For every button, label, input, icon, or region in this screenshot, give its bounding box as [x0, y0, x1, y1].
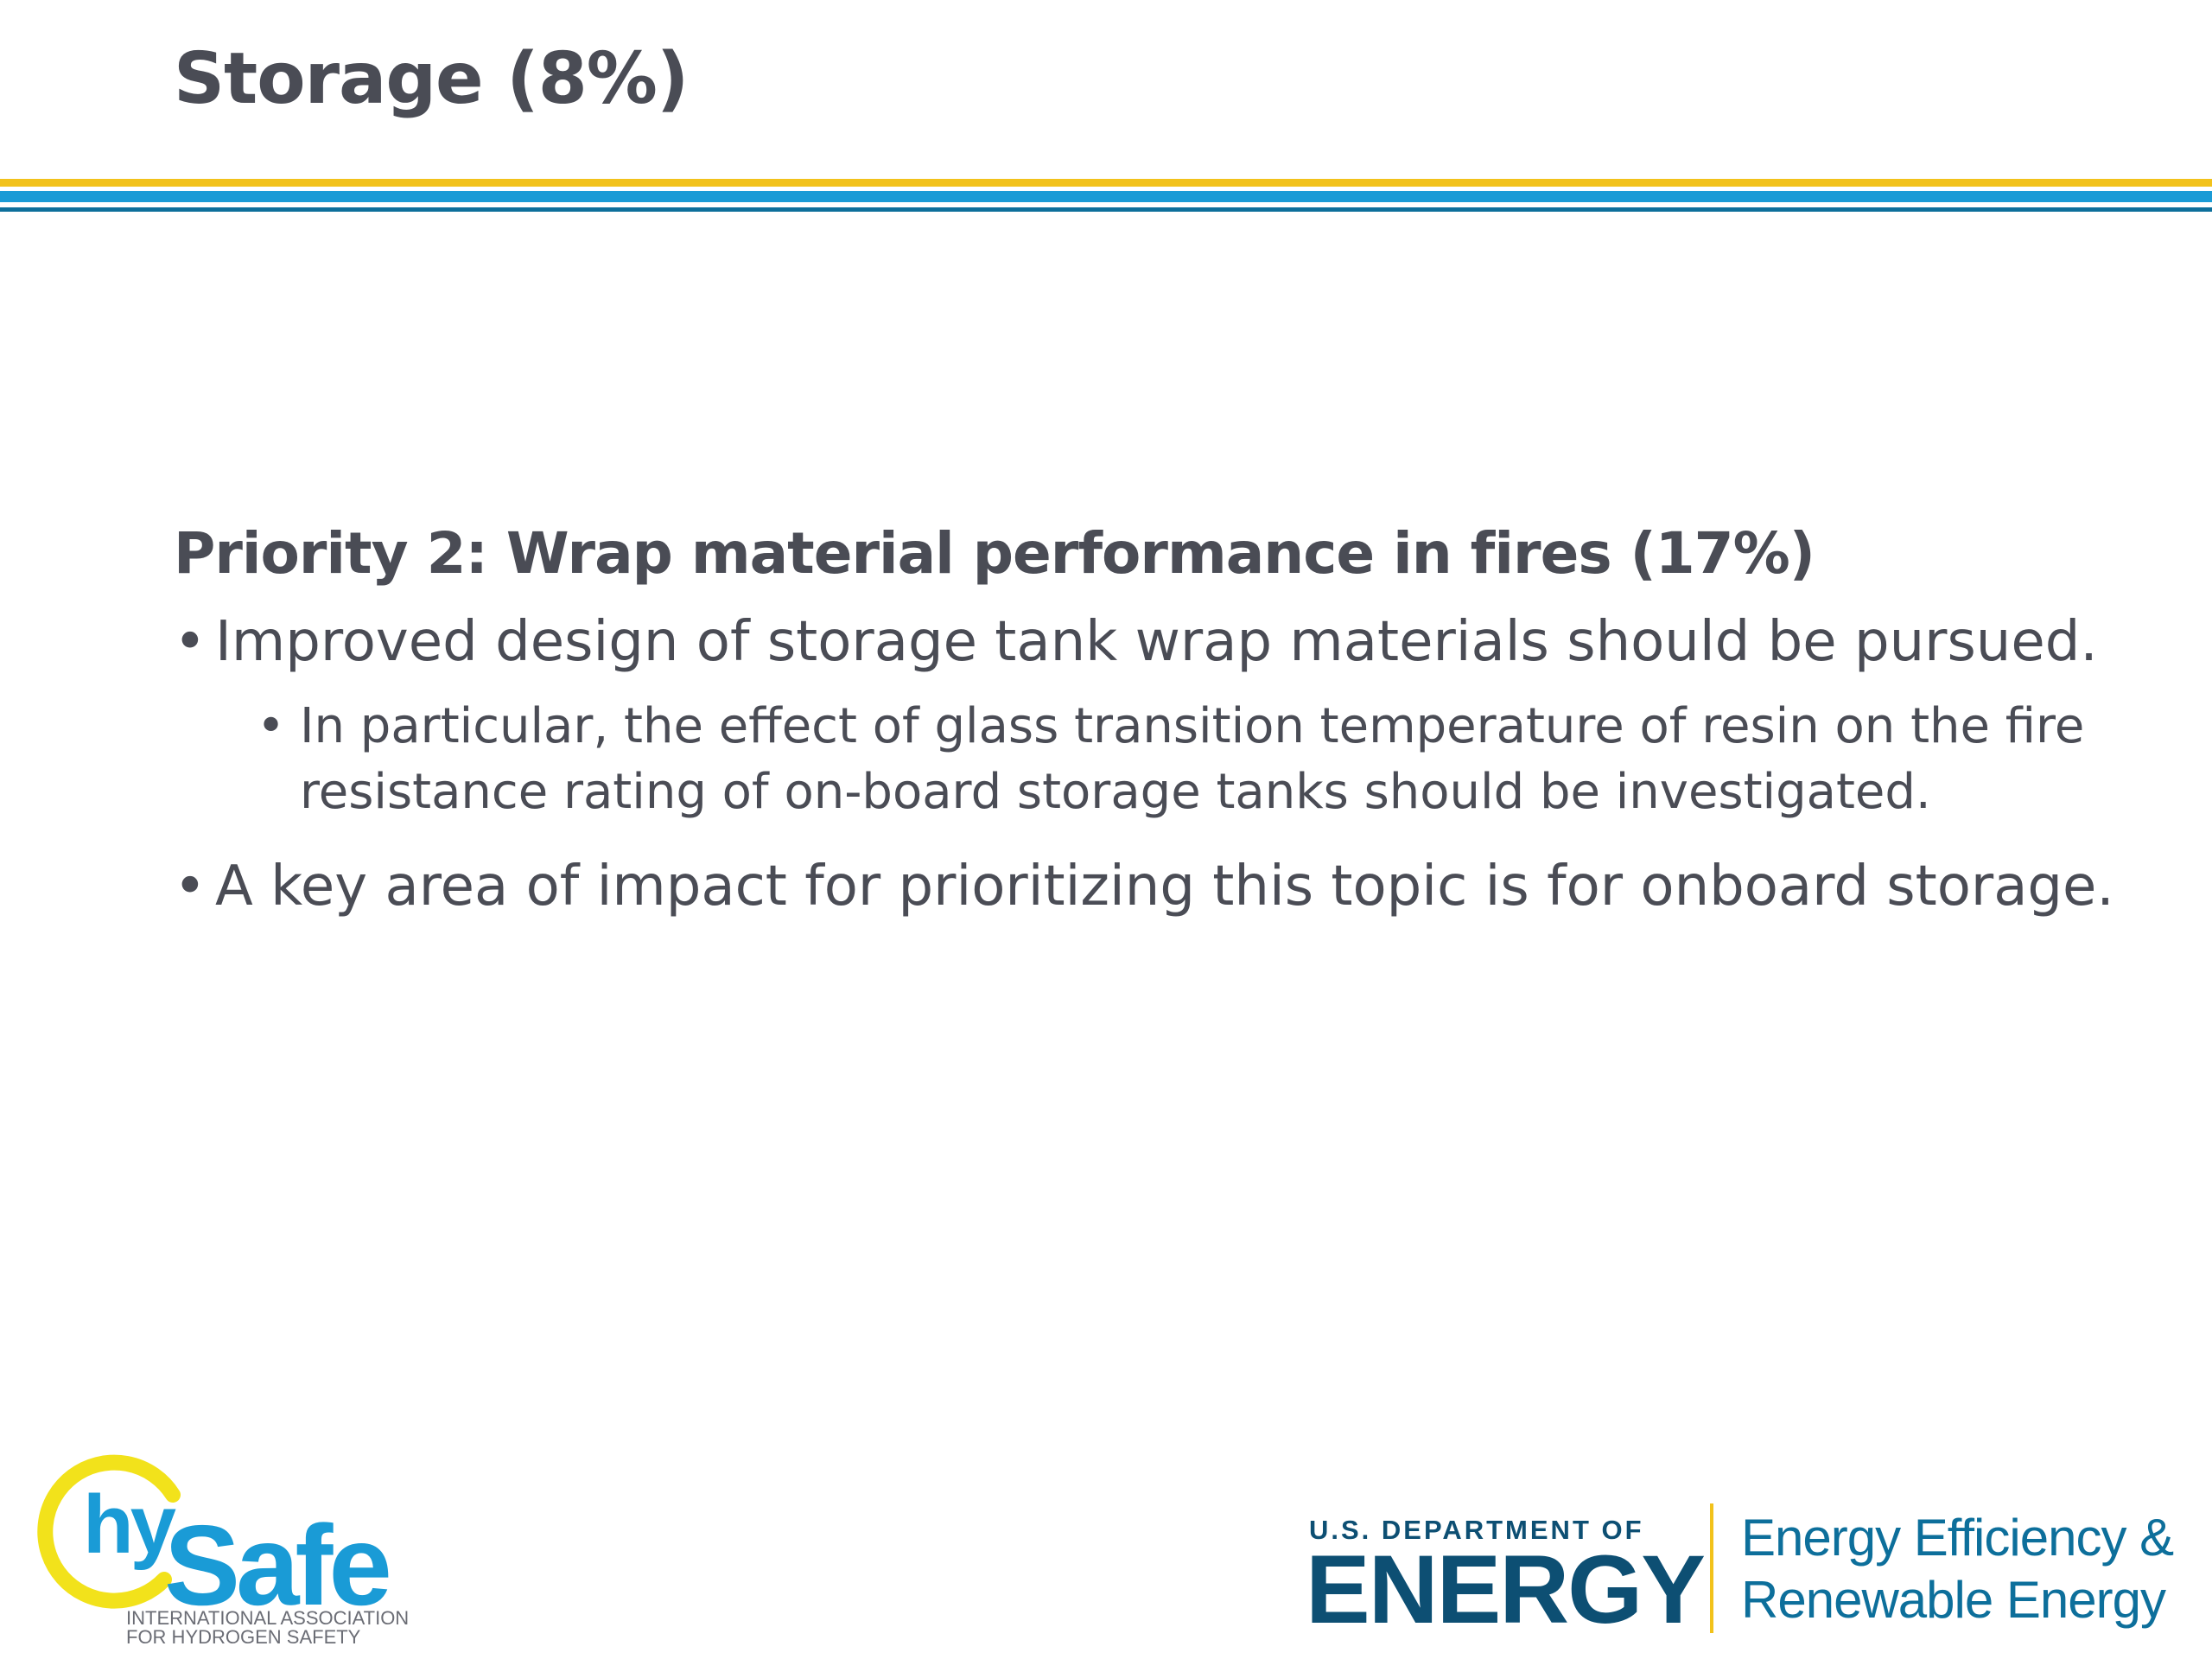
bullet-item: • A key area of impact for prioritizing …	[174, 850, 2118, 923]
sub-bullet-item: • In particular, the effect of glass tra…	[174, 694, 2118, 824]
bullet-text: In particular, the effect of glass trans…	[300, 697, 2085, 820]
hysafe-prefix: hy	[83, 1478, 176, 1571]
bullet-marker: •	[174, 609, 207, 674]
slide-title: Storage (8%)	[174, 38, 689, 120]
hysafe-tagline-line2: FOR HYDROGEN SAFETY	[126, 1626, 361, 1648]
slide-body: Priority 2: Wrap material performance in…	[174, 518, 2118, 924]
bullet-text: Improved design of storage tank wrap mat…	[215, 609, 2098, 674]
hysafe-ring-icon	[37, 1454, 181, 1609]
doe-department-label: U.S. DEPARTMENT OF	[1309, 1515, 1644, 1545]
doe-eere-logo: U.S. DEPARTMENT OF ENERGY Energy Efficie…	[1306, 1499, 2199, 1643]
bullet-text: A key area of impact for prioritizing th…	[215, 855, 2114, 919]
hysafe-tagline-line1: INTERNATIONAL ASSOCIATION	[126, 1607, 410, 1629]
bullet-marker: •	[174, 855, 207, 919]
header-rule-teal	[0, 207, 2212, 212]
hysafe-name: Safe	[164, 1502, 392, 1629]
logo-divider	[1710, 1503, 1713, 1633]
hysafe-tagline: INTERNATIONAL ASSOCIATION FOR HYDROGEN S…	[126, 1609, 409, 1647]
hysafe-logo: hy Safe INTERNATIONAL ASSOCIATION FOR HY…	[35, 1443, 423, 1650]
bullet-marker: •	[257, 697, 286, 754]
priority-heading: Priority 2: Wrap material performance in…	[174, 520, 1815, 587]
bullet-item: • Improved design of storage tank wrap m…	[174, 606, 2118, 678]
doe-energy-wordmark: ENERGY	[1306, 1535, 1706, 1643]
eere-line2: Renewable Energy	[1741, 1571, 2166, 1629]
header-rule-blue	[0, 191, 2212, 202]
header-rule-yellow	[0, 179, 2212, 187]
eere-line1: Energy Efficiency &	[1741, 1509, 2174, 1567]
